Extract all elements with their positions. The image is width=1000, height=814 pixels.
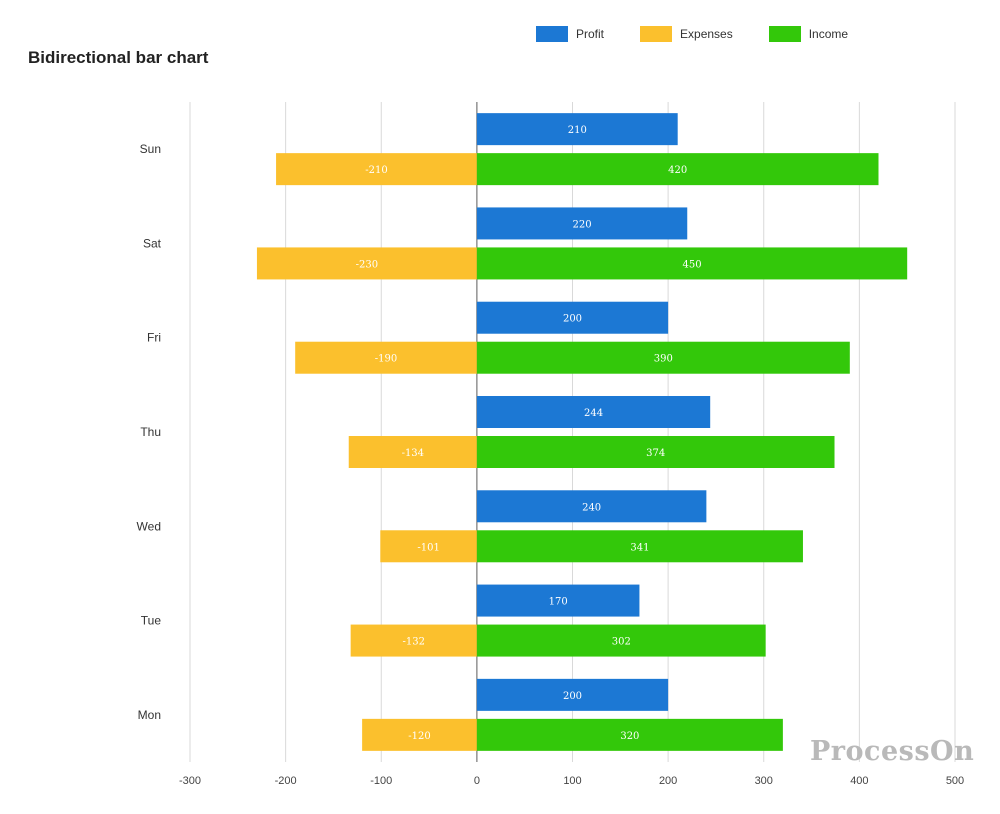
bar-income <box>476 436 835 468</box>
x-tick-label: 0 <box>474 775 480 787</box>
legend-item-income[interactable]: Income <box>768 26 849 42</box>
bar-expenses-label: -132 <box>403 637 425 648</box>
bar-expenses-label: -134 <box>402 448 424 459</box>
bar-income <box>476 530 803 563</box>
bar-profit-label: 200 <box>563 691 582 702</box>
processon-watermark: ProcessOn <box>810 736 975 767</box>
legend-label-expenses: Expenses <box>680 27 733 41</box>
bar-expenses-label: -101 <box>417 542 439 553</box>
bar-income-label: 420 <box>668 165 687 176</box>
bar-profit <box>476 113 678 146</box>
bar-income-label: 341 <box>630 542 649 553</box>
bar-expenses <box>350 624 477 657</box>
bar-profit-label: 210 <box>568 125 587 136</box>
y-category-label: Wed <box>137 519 161 533</box>
legend-item-expenses[interactable]: Expenses <box>640 26 733 42</box>
bar-profit <box>476 301 669 334</box>
bar-income-label: 450 <box>682 259 701 270</box>
bar-income <box>476 247 908 280</box>
x-tick-label: 500 <box>946 775 964 787</box>
chart-title: Bidirectional bar chart <box>28 48 209 67</box>
bar-profit-label: 170 <box>549 597 568 608</box>
bar-expenses-label: -210 <box>365 165 387 176</box>
legend-swatch-profit <box>536 26 568 42</box>
legend-swatch-income <box>768 26 801 42</box>
bar-expenses-label: -190 <box>375 354 397 365</box>
bar-income <box>476 624 766 657</box>
bar-profit <box>476 678 669 711</box>
y-category-label: Mon <box>138 708 161 722</box>
bar-profit-label: 220 <box>573 219 592 230</box>
bar-expenses <box>362 718 477 751</box>
bar-income <box>476 153 879 186</box>
x-tick-label: 300 <box>755 775 773 787</box>
bar-profit <box>476 490 707 523</box>
bar-profit <box>476 207 688 240</box>
chart-legend: Profit Expenses Income <box>536 26 884 42</box>
legend-label-income: Income <box>808 27 849 41</box>
bar-expenses-label: -230 <box>356 259 378 270</box>
bar-expenses <box>348 436 477 468</box>
y-category-label: Thu <box>140 425 161 439</box>
bar-expenses <box>380 530 477 563</box>
x-tick-label: -100 <box>370 775 392 787</box>
y-category-label: Sat <box>143 236 162 250</box>
bar-income-label: 320 <box>620 731 639 742</box>
bar-expenses <box>295 341 477 374</box>
bar-income-label: 390 <box>654 354 673 365</box>
bar-income <box>476 718 783 751</box>
bar-expenses <box>276 153 477 186</box>
bar-expenses-label: -120 <box>408 731 430 742</box>
bar-profit <box>476 396 711 428</box>
y-category-label: Tue <box>141 614 162 628</box>
x-tick-label: 100 <box>563 775 581 787</box>
y-category-label: Sun <box>140 142 161 156</box>
y-category-label: Fri <box>147 331 161 345</box>
legend-label-profit: Profit <box>576 27 605 41</box>
x-tick-label: -200 <box>275 775 297 787</box>
bar-profit-label: 244 <box>584 408 603 419</box>
legend-swatch-expenses <box>640 26 673 42</box>
legend-item-profit[interactable]: Profit <box>536 26 604 42</box>
bar-profit-label: 200 <box>563 314 582 325</box>
bar-income-label: 302 <box>612 637 631 648</box>
x-tick-label: -300 <box>179 775 201 787</box>
bar-expenses <box>256 247 477 280</box>
bar-income <box>476 341 850 374</box>
bar-profit-label: 240 <box>582 502 601 513</box>
x-tick-label: 200 <box>659 775 677 787</box>
bar-income-label: 374 <box>646 448 665 459</box>
bar-profit <box>476 584 640 617</box>
x-tick-label: 400 <box>850 775 868 787</box>
